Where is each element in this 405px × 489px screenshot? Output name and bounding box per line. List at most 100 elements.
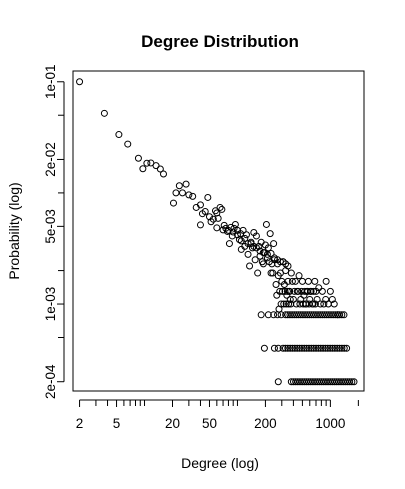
data-point <box>274 378 282 386</box>
data-point <box>189 192 197 200</box>
data-point <box>295 272 303 280</box>
data-point <box>246 262 254 270</box>
data-point <box>277 300 285 308</box>
y-tick-label: 2e-04 <box>43 364 58 399</box>
y-axis-label: Probability (log) <box>6 182 22 279</box>
data-point <box>156 165 164 173</box>
data-point <box>233 231 241 239</box>
data-point <box>274 272 282 280</box>
data-point <box>317 344 325 352</box>
x-tick-label: 50 <box>202 416 217 431</box>
data-point <box>264 311 272 319</box>
data-point <box>274 344 282 352</box>
data-point <box>264 244 272 252</box>
data-point <box>256 247 264 255</box>
data-point <box>289 344 297 352</box>
data-point <box>288 277 296 285</box>
data-point <box>284 344 292 352</box>
data-point <box>316 300 324 308</box>
data-point <box>259 249 267 257</box>
data-point <box>124 140 132 148</box>
data-points <box>76 78 358 386</box>
x-tick-label: 5 <box>113 416 121 431</box>
data-point <box>279 344 287 352</box>
data-point <box>201 208 209 216</box>
y-tick-label: 5e-03 <box>43 209 58 244</box>
data-point <box>172 189 180 197</box>
data-point <box>224 226 232 234</box>
data-point <box>314 344 322 352</box>
data-point <box>340 311 348 319</box>
data-point <box>115 131 123 139</box>
data-point <box>283 287 291 295</box>
data-point <box>218 205 226 213</box>
data-point <box>336 311 344 319</box>
data-point <box>266 230 274 238</box>
data-point <box>242 231 250 239</box>
data-point <box>263 254 271 262</box>
data-point <box>241 234 249 242</box>
data-point <box>300 344 308 352</box>
data-point <box>270 344 278 352</box>
data-point <box>338 311 346 319</box>
data-point <box>281 287 289 295</box>
data-point <box>282 260 290 268</box>
x-axis-label: Degree (log) <box>181 455 259 471</box>
data-point <box>204 193 212 201</box>
data-point <box>196 221 204 229</box>
data-point <box>320 300 328 308</box>
data-point <box>293 344 301 352</box>
data-point <box>346 378 354 386</box>
data-point <box>278 287 286 295</box>
data-point <box>169 199 177 207</box>
data-point <box>178 189 186 197</box>
data-point <box>310 344 318 352</box>
chart-title: Degree Distribution <box>141 32 299 51</box>
data-point <box>282 300 290 308</box>
data-point <box>313 295 321 303</box>
data-point <box>294 287 302 295</box>
data-point <box>159 170 167 178</box>
data-point <box>326 344 334 352</box>
data-point <box>213 224 221 232</box>
data-point <box>321 344 329 352</box>
data-point <box>277 311 285 319</box>
data-point <box>196 201 204 209</box>
data-point <box>292 300 300 308</box>
data-point <box>244 240 252 248</box>
data-point <box>312 344 320 352</box>
data-point <box>286 295 294 303</box>
data-point <box>280 300 288 308</box>
data-point <box>296 344 304 352</box>
data-point <box>139 165 147 173</box>
x-tick-label: 20 <box>165 416 180 431</box>
data-point <box>324 344 332 352</box>
data-point <box>284 262 292 270</box>
data-point <box>270 311 278 319</box>
y-tick-label: 2e-02 <box>43 142 58 177</box>
data-point <box>318 287 326 295</box>
data-point <box>291 344 299 352</box>
data-point <box>298 277 306 285</box>
data-point <box>290 287 298 295</box>
data-point <box>262 220 270 228</box>
data-point <box>143 159 151 167</box>
data-point <box>228 232 236 240</box>
data-point <box>175 182 183 190</box>
data-point <box>216 203 224 211</box>
y-axis: 1e-01 2e-02 5e-03 1e-03 2e-04 <box>43 65 65 399</box>
data-point <box>329 344 336 352</box>
data-point <box>311 277 319 285</box>
data-point <box>310 287 318 295</box>
data-point <box>248 244 256 252</box>
data-point <box>260 344 268 352</box>
data-point <box>270 240 278 248</box>
x-tick-label: 200 <box>254 416 277 431</box>
data-point <box>305 344 313 352</box>
data-point <box>267 249 275 257</box>
x-tick-label: 2 <box>76 416 84 431</box>
data-point <box>306 287 314 295</box>
data-point <box>239 226 247 234</box>
data-point <box>311 300 319 308</box>
data-point <box>269 269 277 277</box>
